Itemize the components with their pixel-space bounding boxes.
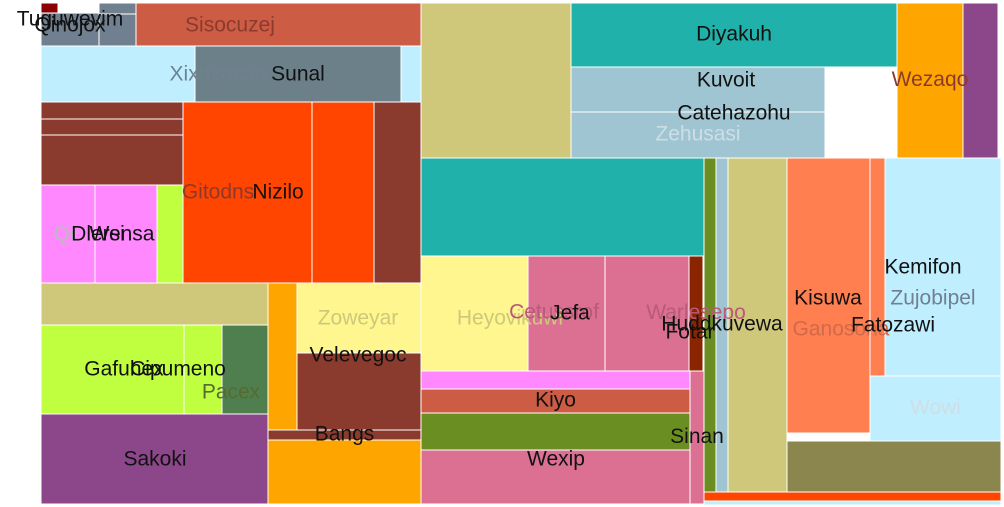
treemap-tile-kuvoit [570, 66, 826, 113]
treemap-label-qi: Qi [54, 223, 75, 246]
treemap-tile-44 [420, 412, 691, 451]
treemap-tile-zujobipel [884, 157, 1002, 377]
treemap-label-diyakuh: Diyakuh [696, 23, 772, 46]
treemap-label-velevegoc: Velevegoc [310, 344, 407, 367]
treemap-label-heyovikuwi: Heyovikuwi [457, 307, 563, 330]
treemap-label-jefa: Jefa [550, 302, 590, 325]
treemap-label-sisocuzej: Sisocuzej [185, 14, 275, 37]
treemap-label-pacex: Pacex [202, 381, 261, 404]
treemap-tile-sisocuzej [135, 2, 422, 47]
treemap-label-zujobipel: Zujobipel [890, 287, 975, 310]
treemap-label-xixuzacaa: Xixuzacaa [170, 63, 267, 86]
treemap-label-kuvoit: Kuvoit [697, 69, 756, 92]
treemap-label-kiyo: Kiyo [535, 389, 576, 412]
treemap-tile-jefa [527, 255, 606, 372]
treemap-tile-wezaqo [896, 2, 964, 159]
treemap-tile-23 [267, 282, 298, 431]
treemap-tile-qi [40, 184, 96, 284]
treemap-label-dlersi: Dlersi [71, 223, 125, 246]
treemap-label-cetussrof: Cetussrof [509, 301, 599, 324]
treemap-label-nizilo: Nizilo [252, 181, 303, 204]
treemap-tile-zoweyar [296, 282, 422, 354]
treemap-label-cipumeno: Cipumeno [130, 358, 226, 381]
treemap-label-zoweyar: Zoweyar [318, 307, 399, 330]
treemap-tile-56 [786, 440, 1002, 493]
treemap-tile-heyovikuwi [420, 255, 529, 372]
treemap-tile-57 [703, 491, 1002, 502]
treemap-tile-diyakuh [570, 2, 898, 68]
treemap-tile-8 [40, 101, 184, 120]
treemap-tile-sakoki [40, 413, 269, 505]
treemap-tile-zehusasi [570, 111, 826, 160]
treemap-label-wensa: Wensa [90, 223, 155, 246]
treemap-tile-nizilo [311, 101, 375, 284]
treemap-tile-gafuhex [40, 324, 185, 415]
treemap-label-tuguwevim: Tuguwevim [17, 8, 124, 31]
treemap-tile-xixuzacaa [40, 45, 196, 103]
treemap-tile-sunal [194, 45, 402, 103]
treemap-tile-17 [373, 101, 422, 284]
treemap-label-wezaqo: Wezaqo [892, 68, 969, 91]
treemap-tile-9 [40, 118, 184, 136]
treemap-tile-fotar [604, 255, 691, 372]
treemap-label-fotar: Fotar [665, 321, 714, 344]
treemap-tile-18 [40, 282, 269, 326]
treemap-label-sakoki: Sakoki [123, 448, 186, 471]
treemap-label-gafuhex: Gafuhex [84, 358, 164, 381]
treemap-tile-pacex [221, 324, 269, 415]
treemap-label-wowi: Wowi [910, 396, 961, 419]
treemap-label-qinojox: Qinojox [34, 14, 106, 37]
treemap-label-kisuwa: Kisuwa [794, 287, 862, 310]
treemap-label-catehazohu: Catehazohu [677, 102, 790, 125]
treemap-label-sunal: Sunal [271, 63, 325, 86]
treemap-tile-36 [420, 157, 705, 257]
treemap-tile-10 [40, 134, 184, 186]
treemap-label-bangs: Bangs [315, 423, 375, 446]
treemap-tile-velevegoc [296, 352, 422, 431]
treemap-tile-58 [703, 500, 1002, 506]
treemap-label-sinan: Sinan [670, 425, 724, 448]
treemap-tile-wexip [420, 449, 691, 505]
treemap-tile-7 [400, 45, 422, 103]
treemap-label-kemifon: Kemifon [884, 256, 961, 279]
treemap-tile-14 [156, 184, 184, 284]
treemap-label-ganosona: Ganosona [793, 318, 890, 341]
treemap-tile-27 [267, 439, 422, 505]
treemap-tile-42 [420, 370, 691, 390]
treemap-tile-28 [420, 2, 572, 159]
treemap-label-fatozawi: Fatozawi [851, 314, 935, 337]
treemap-label-zehusasi: Zehusasi [655, 123, 740, 146]
treemap-tile-49 [727, 157, 788, 493]
treemap-label-gitodns: Gitodns [182, 181, 254, 204]
treemap-label-wexip: Wexip [527, 448, 585, 471]
treemap-label-warlesepo: Warlesepo [646, 301, 746, 324]
treemap-tile-fatozawi [869, 157, 886, 377]
treemap-label-huddkuvewa: Huddkuvewa [661, 313, 783, 336]
treemap-tile-ganosona [786, 157, 871, 434]
treemap-tile-35 [962, 2, 999, 159]
